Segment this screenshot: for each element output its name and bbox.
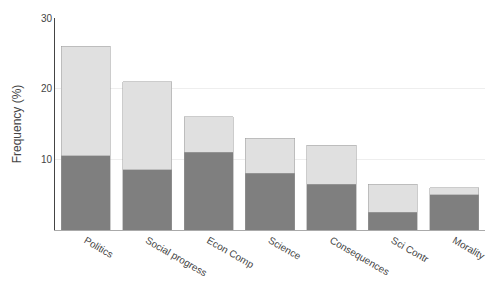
svg-text:Sci Contr: Sci Contr [389,235,431,265]
svg-text:Morality: Morality [451,235,487,262]
svg-text:10: 10 [41,154,53,165]
svg-text:Frequency (%): Frequency (%) [10,85,24,164]
svg-text:20: 20 [41,83,53,94]
svg-text:Econ Comp: Econ Comp [205,235,256,271]
svg-text:Politics: Politics [82,235,115,260]
svg-text:Social progress: Social progress [144,235,209,279]
svg-text:Consequences: Consequences [328,235,391,278]
svg-text:Science: Science [267,235,304,263]
svg-text:30: 30 [41,13,53,24]
